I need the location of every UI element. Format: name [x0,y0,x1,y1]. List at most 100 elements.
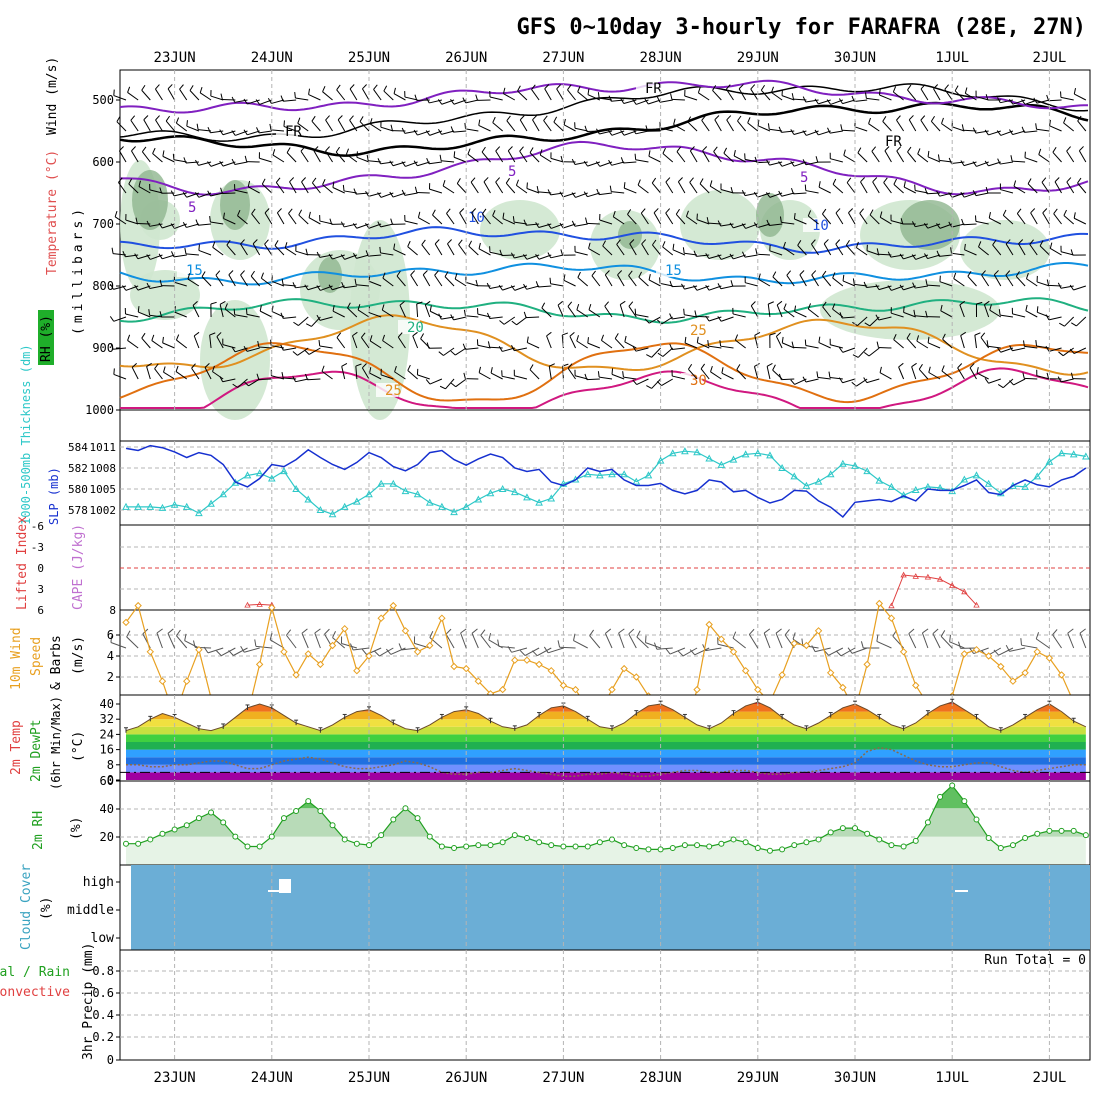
rh-2m-marker [463,843,470,850]
rh-2m-marker [1022,835,1029,842]
wind-speed-marker [547,666,555,675]
y-tick-label: 16 [100,743,114,757]
wind-barb [445,633,455,649]
wind-speed-marker [693,685,701,694]
rh-2m-marker [754,844,761,851]
rh-2m-marker [123,840,129,847]
rh-2m-marker [548,842,555,849]
thickness-marker [632,477,641,485]
thickness-marker [195,509,203,517]
wind-barb [840,647,856,657]
date-label-bottom: 2JUL [1033,1070,1067,1086]
li-tick-label: -6 [31,520,44,533]
contour-label: 5 [188,200,196,216]
contour-label: 5 [800,170,808,186]
contour-line [119,79,1088,114]
rh-2m-marker [973,816,980,823]
wind-speed-marker [632,673,641,681]
thickness-marker [620,470,628,478]
wind-speed-marker [1033,648,1041,656]
y-tick-label: 6 [107,628,114,642]
rh-2m-marker [669,844,676,851]
date-label-bottom: 29JUN [737,1070,779,1086]
rh-2m-marker [1070,827,1077,834]
thickness-marker [681,447,689,455]
rh-2m-marker [621,842,628,849]
rh-2m-marker [997,844,1004,851]
wind-barb [233,647,248,656]
thickness-marker [146,502,155,510]
rh-2m-marker [402,805,409,812]
ylabel-temp2m-unit: (°C) [71,731,86,762]
wind-barb [998,647,1014,656]
wind-barb [480,634,491,649]
wind-barb [717,643,734,649]
wind-barb [314,632,321,649]
wind-barb [1067,632,1075,649]
rh-2m-marker [475,842,482,849]
rh-2m-marker [256,843,263,850]
ylabel-slp: SLP (mb) [47,467,61,525]
thickness-marker [705,454,714,462]
thickness-marker [267,474,276,482]
rh-2m-marker [135,840,142,847]
rh-2m-marker [390,816,397,823]
rh-shading [200,300,270,420]
thickness-marker [280,467,288,475]
temp-band [126,742,1086,750]
rh-2m-marker [451,844,458,851]
lifted-index-line [247,603,272,606]
wind-barb [636,636,649,649]
rh-2m-marker [511,832,518,839]
wind-speed-marker [511,656,519,664]
y-tick-label: 0.8 [92,964,114,978]
wind-barb [184,640,200,649]
wind-barb [645,642,661,649]
y-tick-label: 32 [100,712,114,726]
wind-barb [460,632,467,649]
ylabel-precip-a: Total / Rain [0,965,70,980]
wind-speed-marker [790,639,798,648]
wind-speed-marker [960,650,969,658]
rh-2m-marker [681,842,688,849]
rh-2m-marker [766,847,773,854]
date-label-bottom: 27JUN [542,1070,584,1086]
wind-speed-marker [754,685,762,694]
slp-tick-label: 1011 [90,441,117,454]
wind-speed-marker [498,685,507,694]
cape-tick-label: 8 [109,604,116,617]
ylabel-rh2m: 2m RH [31,811,46,850]
y-tick-label: 0 [107,773,114,787]
wind-barb [547,647,564,654]
wind-barb [908,633,917,649]
thickness-marker [972,471,981,479]
wind-barb [332,637,346,649]
contour-label: FR [645,81,662,97]
chart-title: GFS 0~10day 3-hourly for FARAFRA (28E, 2… [516,15,1086,40]
wind-barb [940,636,953,649]
rh-2m-marker [487,842,494,849]
li-tick-label: 3 [37,583,44,596]
wind-barb [1009,647,1026,652]
contour-label: 15 [665,263,682,279]
wind-speed-marker [426,641,434,650]
rh-2m-marker [937,793,944,800]
thickness-marker [778,463,786,471]
rh-2m-marker [159,830,166,837]
wind-speed-marker [997,662,1005,671]
y-tick-label: 800 [92,279,114,293]
wind-barb [353,647,370,651]
contour-label: 20 [407,320,424,336]
y-tick-label: 0.2 [92,1030,114,1044]
rh-2m-marker [864,830,871,837]
date-axis-top: 23JUN 24JUN 25JUN 26JUN 27JUN 28JUN 29JUN 30JUN… [154,50,1067,66]
wind-barb [126,636,139,649]
precip-panel: 0.8 0.6 0.4 0.2 0 Run Total = 0 Total / Rain… [0,943,1091,1067]
wind-speed-marker [353,666,361,675]
rh-2m-marker [694,842,701,849]
y-tick-label: 600 [92,155,114,169]
wind-speed-marker [450,662,458,671]
rh-2m-marker [366,842,372,849]
rh-2m-marker [742,839,749,846]
wind-barb [851,647,868,654]
